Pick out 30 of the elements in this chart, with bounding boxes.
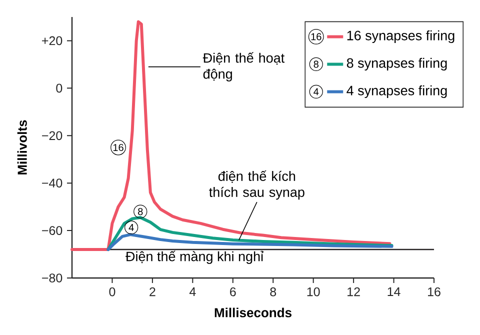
y-tick-label: 0 xyxy=(56,84,62,93)
y-tick-label: −60 xyxy=(42,226,62,235)
x-tick-label: 2 xyxy=(150,287,156,296)
annotation: 4 xyxy=(128,224,134,231)
text: 8 xyxy=(314,60,318,68)
annotation: 16 xyxy=(113,144,124,152)
annotation: Điện thế hoạt động xyxy=(202,52,285,82)
annotation: 8 xyxy=(138,208,143,216)
legend-label: 8 synapses firing xyxy=(346,58,447,70)
x-tick-label: 8 xyxy=(270,287,276,296)
y-tick-label: −40 xyxy=(42,178,62,188)
x-tick-label: 12 xyxy=(348,287,360,296)
line-series xyxy=(106,233,394,252)
x-tick-label: 16 xyxy=(428,287,440,296)
x-axis-title: Milliseconds xyxy=(214,308,292,318)
x-tick-label: 4 xyxy=(189,287,196,296)
legend-label: 4 synapses firing xyxy=(346,85,447,98)
y-tick-label: +20 xyxy=(42,36,62,46)
y-tick-label: −20 xyxy=(42,131,62,140)
y-tick-label: −80 xyxy=(42,274,62,282)
y-axis-title: Millivolts xyxy=(17,120,27,174)
ref-line-label: Điện thế màng khi nghỉ xyxy=(126,250,264,264)
annotation: điện thế kích thích sau synap xyxy=(209,170,304,200)
x-tick-label: 14 xyxy=(388,287,400,296)
legend-label: 16 synapses firing xyxy=(347,30,454,43)
x-tick-label: 0 xyxy=(109,287,116,296)
x-tick-label: 10 xyxy=(307,287,320,296)
text: 16 xyxy=(311,33,322,40)
x-tick-label: 6 xyxy=(230,287,236,296)
text: 4 xyxy=(314,88,319,96)
